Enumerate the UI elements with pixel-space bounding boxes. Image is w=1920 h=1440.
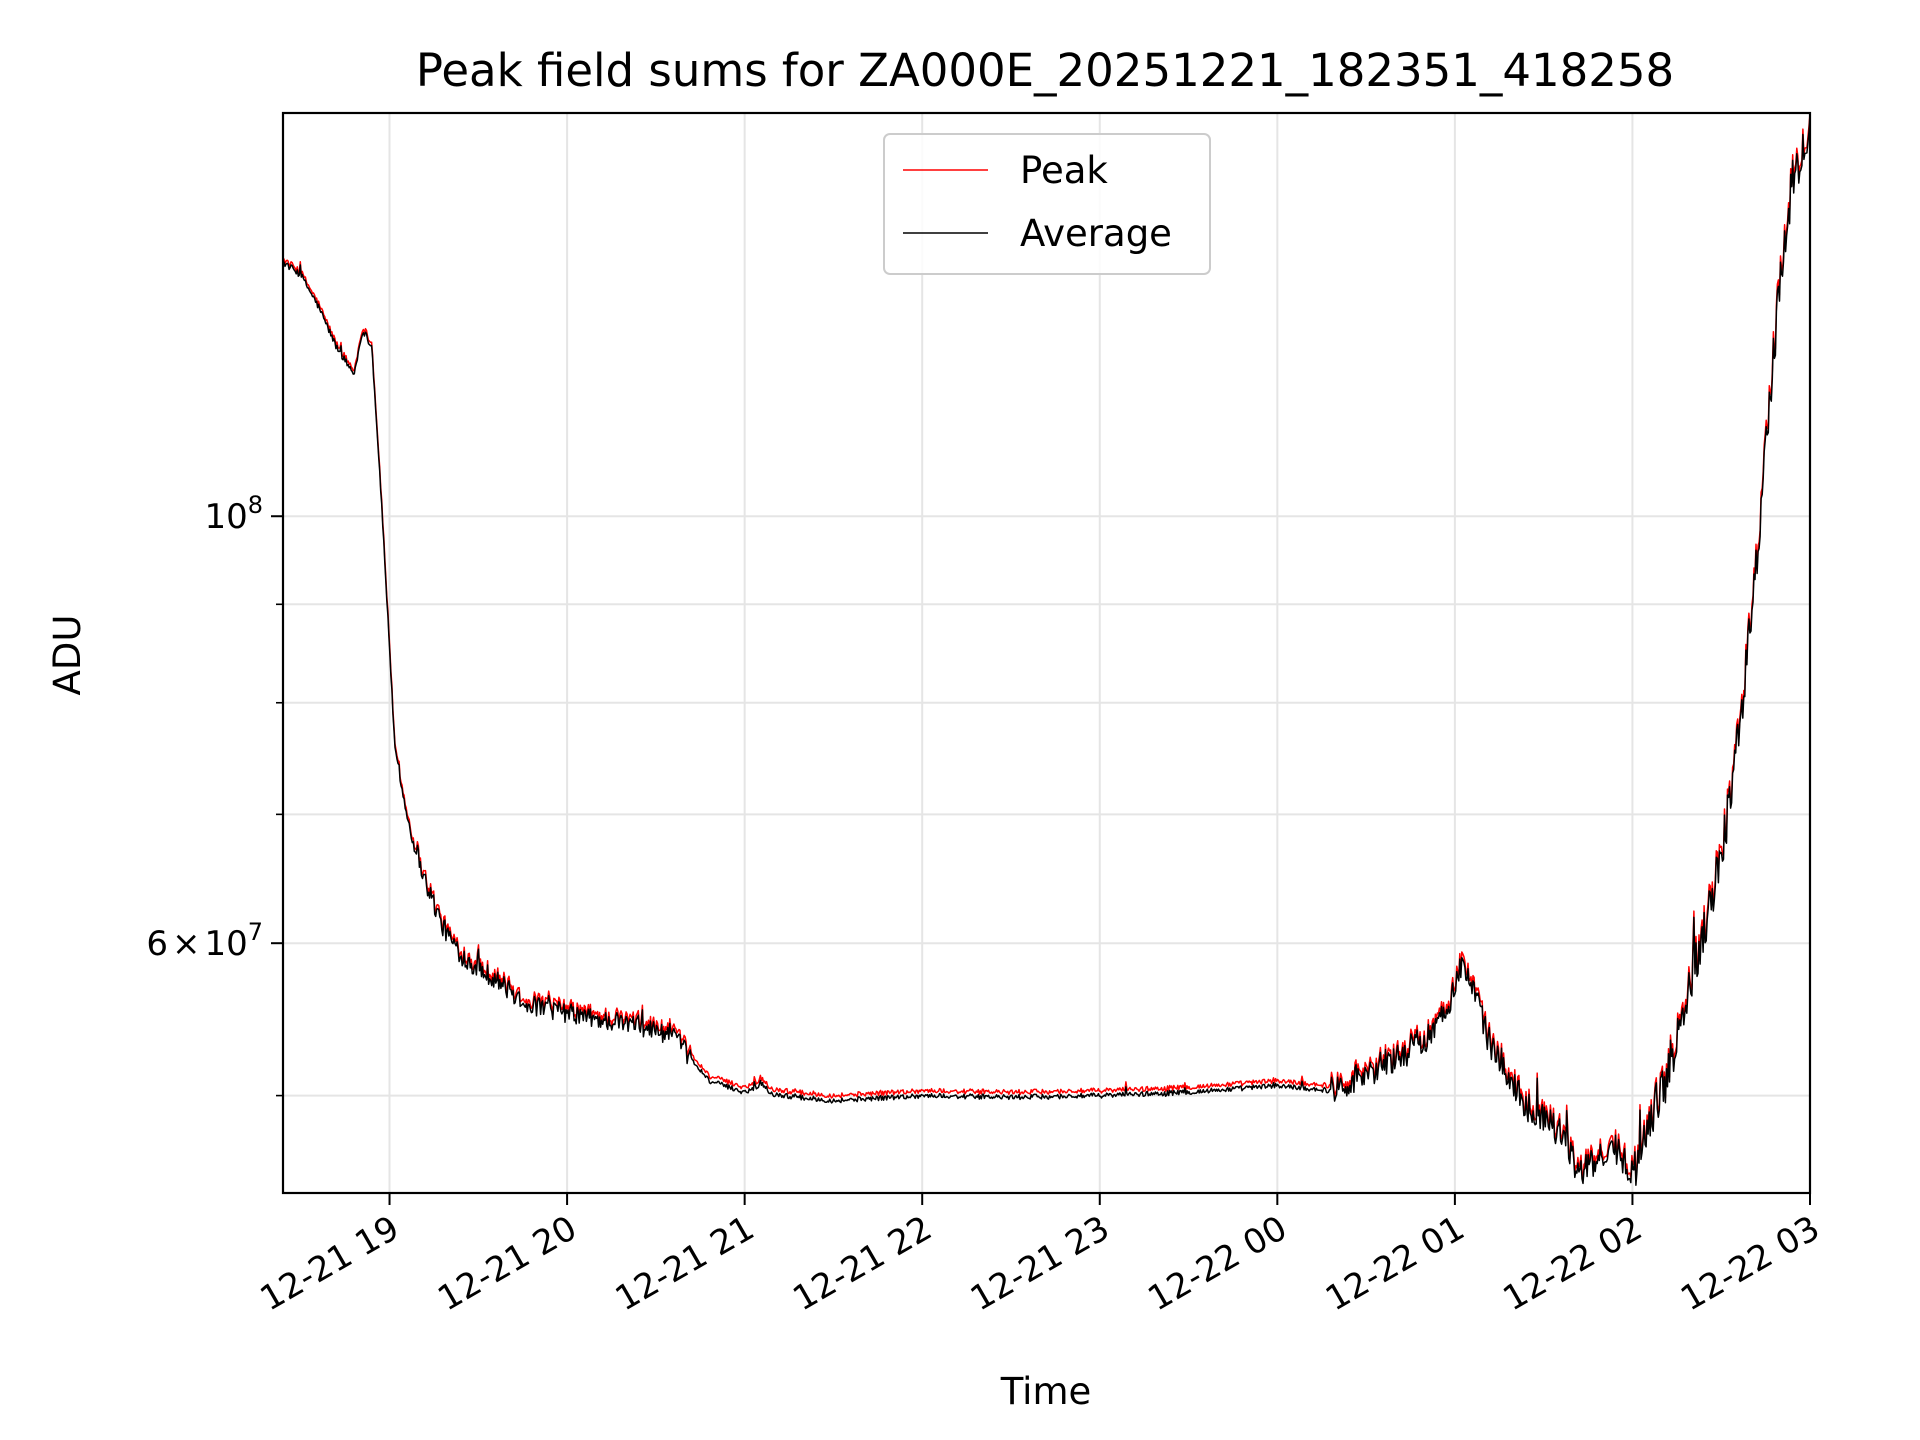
x-axis-ticks: 12-21 19 12-21 20 12-21 21 12-21 22 12-21 23… (254, 1193, 1827, 1319)
y-axis-ticks: 108 6 × 107 (146, 491, 283, 1097)
legend-label-average: Average (1020, 212, 1172, 255)
x-tick-label: 12-21 19 (254, 1208, 406, 1319)
x-tick-label: 12-22 02 (1497, 1208, 1649, 1319)
x-tick-label: 12-21 22 (786, 1208, 938, 1319)
legend-box (883, 133, 1211, 275)
x-tick-label: 12-21 20 (431, 1208, 583, 1319)
chart-title: Peak field sums for ZA000E_20251221_1823… (416, 44, 1674, 97)
y-tick-label-1e8: 108 (204, 491, 263, 537)
x-tick-label: 12-22 01 (1319, 1208, 1471, 1319)
x-tick-label: 12-22 03 (1674, 1208, 1826, 1319)
x-tick-label: 12-22 00 (1141, 1208, 1293, 1319)
y-tick-label-6e7: 6 × 107 (146, 918, 263, 964)
legend-label-peak: Peak (1020, 149, 1108, 192)
legend: Peak Average (883, 133, 1211, 275)
series-line-peak (282, 112, 1811, 1181)
series-line-average (282, 114, 1811, 1186)
series-layer (282, 112, 1811, 1186)
x-axis-label: Time (1000, 1370, 1092, 1413)
plot-area-frame (281, 111, 1812, 1195)
y-gridlines (283, 515, 1810, 1097)
y-axis-label: ADU (46, 615, 89, 696)
x-tick-label: 12-21 23 (964, 1208, 1116, 1319)
x-tick-label: 12-21 21 (609, 1208, 761, 1319)
